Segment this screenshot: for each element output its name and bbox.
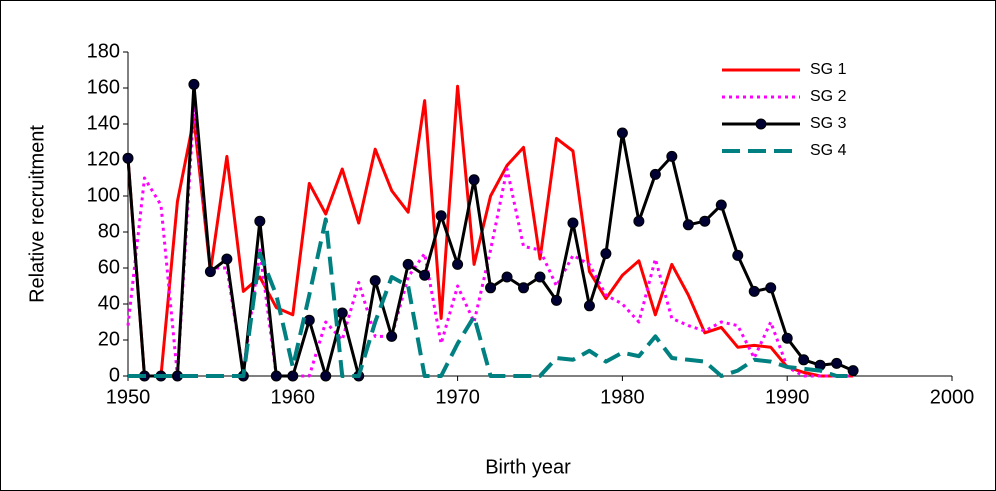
point <box>303 314 315 326</box>
point <box>369 275 381 287</box>
point <box>287 370 299 382</box>
y-axis-label: Relative recruitment <box>26 125 48 303</box>
point <box>732 249 744 261</box>
point <box>699 215 711 227</box>
point <box>616 127 628 139</box>
point <box>798 354 810 366</box>
series-line <box>126 104 854 378</box>
x-tick-label: 1980 <box>600 386 645 408</box>
point <box>320 370 332 382</box>
point <box>550 294 562 306</box>
point <box>534 271 546 283</box>
point <box>748 285 760 297</box>
point <box>270 370 282 382</box>
point <box>567 217 579 229</box>
point <box>583 300 595 312</box>
point <box>204 266 216 278</box>
point <box>122 152 134 164</box>
point <box>666 150 678 162</box>
point <box>715 199 727 211</box>
y-tick-label: 100 <box>87 184 120 206</box>
x-tick-label: 1950 <box>106 386 151 408</box>
point <box>765 282 777 294</box>
point <box>452 258 464 270</box>
y-tick-label: 80 <box>98 220 120 242</box>
x-tick-label: 2000 <box>930 386 975 408</box>
point <box>254 215 266 227</box>
y-tick-label: 40 <box>98 292 120 314</box>
point <box>468 174 480 186</box>
x-tick-label: 1990 <box>765 386 810 408</box>
series-line <box>126 84 854 378</box>
y-tick-label: 180 <box>87 40 120 62</box>
legend-label: SG 1 <box>810 61 847 78</box>
y-tick-label: 120 <box>87 148 120 170</box>
y-tick-label: 0 <box>109 364 120 386</box>
x-tick-label: 1970 <box>435 386 480 408</box>
point <box>518 282 530 294</box>
y-tick-label: 20 <box>98 328 120 350</box>
point <box>600 248 612 260</box>
point <box>633 215 645 227</box>
legend-label: SG 2 <box>810 88 847 105</box>
point <box>386 330 398 342</box>
y-tick-label: 160 <box>87 76 120 98</box>
point <box>781 332 793 344</box>
point <box>485 282 497 294</box>
point <box>419 269 431 281</box>
point <box>435 210 447 222</box>
point <box>188 78 200 90</box>
legend-label: SG 4 <box>810 142 847 159</box>
point <box>682 219 694 231</box>
legend-marker <box>755 118 767 130</box>
point <box>847 365 859 377</box>
x-axis-label: Birth year <box>485 456 571 478</box>
point <box>402 258 414 270</box>
point <box>221 253 233 265</box>
y-tick-label: 60 <box>98 256 120 278</box>
x-tick-label: 1960 <box>271 386 316 408</box>
legend-label: SG 3 <box>810 115 847 132</box>
point <box>649 168 661 180</box>
point <box>501 271 513 283</box>
point <box>336 307 348 319</box>
series-line <box>128 217 854 378</box>
y-tick-label: 140 <box>87 112 120 134</box>
point <box>831 357 843 369</box>
